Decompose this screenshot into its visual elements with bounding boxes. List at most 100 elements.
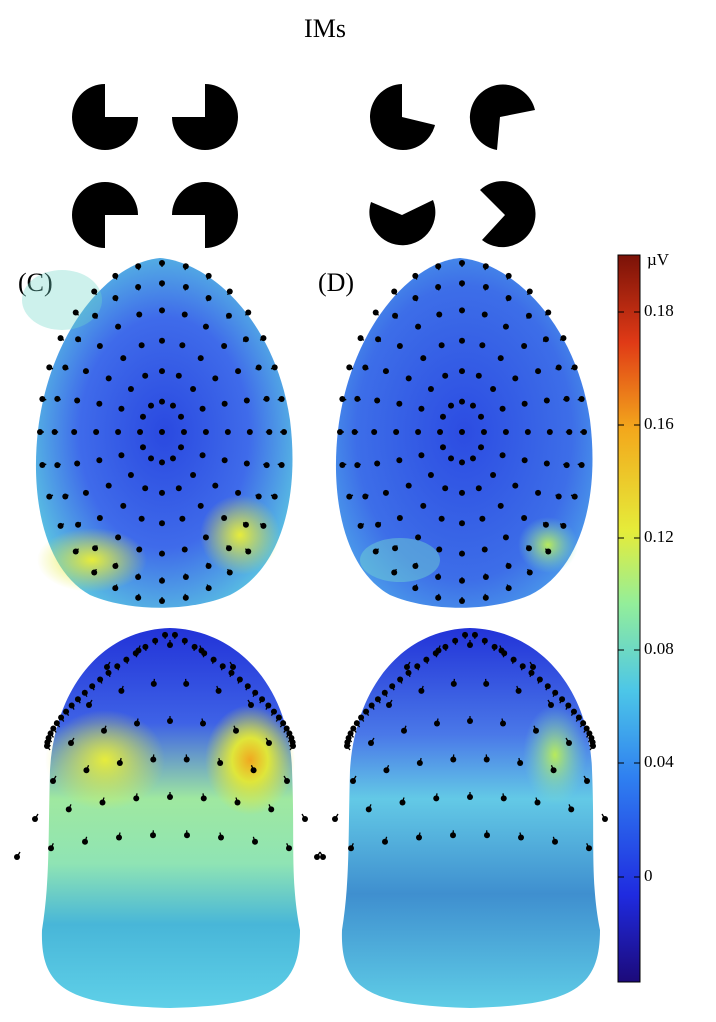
electrode	[159, 337, 165, 344]
electrode	[412, 295, 419, 302]
topomap-c-back	[41, 628, 301, 1008]
electrode	[552, 838, 558, 845]
electrode	[505, 295, 512, 302]
electrode	[284, 778, 290, 784]
electrode	[65, 806, 72, 813]
electrode	[57, 335, 64, 342]
electrode	[358, 714, 365, 721]
electrode	[115, 534, 122, 541]
electrode	[96, 457, 103, 464]
electrode	[182, 573, 189, 580]
electrode	[99, 799, 106, 806]
electrode	[230, 664, 236, 670]
electrode	[245, 309, 252, 316]
electrode	[115, 429, 122, 435]
electrode	[221, 457, 228, 464]
electrode	[354, 462, 361, 469]
electrode	[314, 854, 320, 860]
electrode	[81, 689, 88, 696]
electrode	[391, 569, 398, 576]
electrode	[521, 515, 528, 522]
electrode	[435, 284, 442, 291]
electrode	[372, 548, 379, 555]
electrode	[148, 402, 155, 409]
electrode	[159, 280, 165, 287]
electrode	[375, 521, 382, 528]
electrode	[96, 342, 103, 349]
electrode	[51, 429, 58, 435]
electrode	[133, 795, 140, 802]
electrode	[533, 727, 539, 734]
electrode	[362, 364, 369, 371]
electrode	[560, 335, 567, 342]
electrode	[515, 687, 522, 694]
electrode	[75, 336, 82, 343]
electrode	[123, 656, 130, 663]
electrode	[159, 489, 165, 496]
electrode	[382, 838, 388, 845]
electrode	[62, 493, 69, 500]
electrode	[432, 650, 439, 657]
electrode	[82, 489, 89, 496]
electrode	[136, 546, 143, 553]
electrode	[332, 816, 338, 822]
electrode	[178, 444, 185, 451]
electrode	[278, 396, 285, 403]
electrode	[225, 545, 232, 552]
electrode	[92, 545, 99, 552]
stimulus-illusory	[72, 84, 238, 248]
electrode	[132, 650, 139, 657]
electrode	[448, 455, 455, 462]
electrode	[150, 756, 157, 763]
electrode	[115, 323, 122, 330]
electrode	[118, 405, 125, 412]
electrode	[62, 364, 69, 371]
electrode	[502, 534, 509, 541]
electrode	[350, 725, 357, 732]
electrode	[368, 702, 375, 709]
electrode	[416, 834, 422, 841]
electrode	[280, 720, 287, 727]
electrode	[46, 364, 53, 371]
electrode	[63, 708, 70, 715]
electrode	[221, 515, 228, 522]
electrode	[519, 663, 526, 670]
electrode	[139, 444, 146, 451]
electrode	[391, 288, 398, 295]
electrode	[167, 794, 173, 800]
electrode	[499, 452, 506, 459]
electrode	[183, 756, 190, 763]
electrode	[104, 664, 110, 670]
electrode	[243, 397, 250, 404]
electrode	[159, 429, 165, 435]
electrode	[347, 730, 354, 737]
electrode	[521, 400, 528, 407]
electrode	[91, 288, 98, 295]
electrode	[286, 845, 292, 852]
electrode	[386, 702, 392, 708]
electrode	[260, 522, 267, 529]
electrode	[197, 355, 204, 362]
electrode	[348, 845, 354, 852]
electrode	[337, 429, 343, 435]
electrode	[171, 631, 178, 638]
electrode	[392, 545, 399, 552]
electrode	[415, 534, 422, 541]
electrode	[116, 834, 122, 841]
electrode	[118, 687, 125, 694]
electrode	[339, 396, 346, 403]
electrode	[563, 462, 570, 469]
electrode	[580, 720, 587, 727]
electrode	[212, 482, 219, 489]
electrode	[482, 573, 489, 580]
electrode	[534, 799, 541, 806]
electrode	[481, 546, 488, 553]
electrode	[137, 429, 144, 435]
electrode	[578, 461, 585, 468]
electrode	[405, 482, 412, 489]
electrode	[201, 650, 208, 657]
electrode	[250, 767, 257, 774]
electrode	[512, 482, 519, 489]
electrode	[260, 335, 267, 342]
electrode	[545, 309, 552, 316]
